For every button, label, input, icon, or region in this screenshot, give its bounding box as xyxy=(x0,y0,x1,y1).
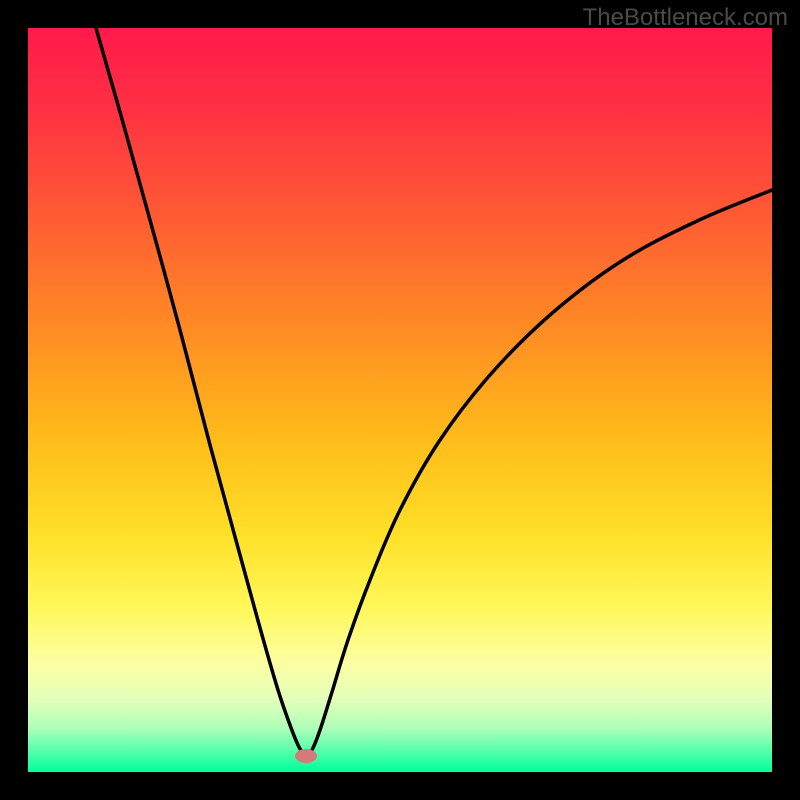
frame-border-right xyxy=(772,0,800,800)
frame-border-left xyxy=(0,0,28,800)
watermark-text: TheBottleneck.com xyxy=(583,4,788,32)
frame-border-bottom xyxy=(0,772,800,800)
plot-background xyxy=(28,28,772,772)
chart-container: TheBottleneck.com xyxy=(0,0,800,800)
optimal-point-marker xyxy=(295,749,317,763)
bottleneck-chart xyxy=(0,0,800,800)
